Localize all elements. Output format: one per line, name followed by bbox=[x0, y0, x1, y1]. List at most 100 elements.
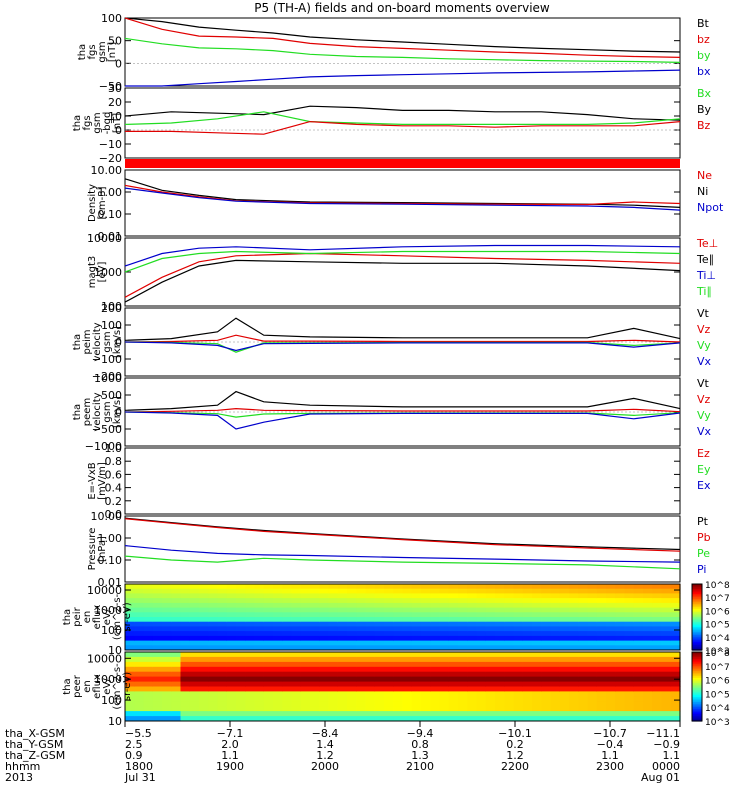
spectrogram-cell bbox=[467, 691, 478, 697]
spectrogram-cell bbox=[208, 617, 219, 623]
x-tick-label: −11.1 bbox=[646, 727, 680, 740]
spectrogram-cell bbox=[439, 701, 450, 707]
spectrogram-cell bbox=[495, 696, 505, 702]
spectrogram-cell bbox=[217, 584, 228, 590]
spectrogram-cell bbox=[291, 588, 302, 594]
spectrogram-cell bbox=[587, 652, 598, 658]
spectrogram-cell bbox=[606, 652, 616, 658]
spectrogram-cell bbox=[384, 656, 394, 663]
spectrogram-cell bbox=[337, 696, 348, 702]
spectrogram-cell bbox=[337, 676, 348, 682]
spectrogram-cell bbox=[661, 584, 672, 590]
spectrogram-cell bbox=[125, 593, 135, 599]
spectrogram-cell bbox=[569, 676, 579, 682]
spectrogram-cell bbox=[328, 711, 339, 717]
spectrogram-cell bbox=[559, 621, 570, 627]
spectrogram-cell bbox=[448, 607, 459, 613]
spectrogram-cell bbox=[356, 686, 367, 692]
spectrogram-cell bbox=[393, 645, 404, 651]
spectrogram-cell bbox=[236, 612, 246, 618]
spectrogram-cell bbox=[384, 635, 394, 642]
spectrogram-cell bbox=[208, 607, 219, 613]
spectrogram-cell bbox=[615, 671, 626, 678]
y-tick-label: 10 bbox=[108, 110, 122, 123]
spectrogram-cell bbox=[125, 671, 135, 678]
spectrogram-cell bbox=[152, 666, 163, 673]
spectrogram-cell bbox=[559, 612, 570, 618]
spectrogram-cell bbox=[152, 652, 163, 658]
y-axis-label: [mV/m] bbox=[97, 462, 108, 500]
spectrogram-cell bbox=[578, 602, 589, 609]
spectrogram-cell bbox=[643, 612, 653, 618]
spectrogram-cell bbox=[541, 666, 552, 673]
spectrogram-cell bbox=[467, 631, 478, 637]
spectrogram-cell bbox=[522, 661, 533, 668]
spectrogram-cell bbox=[467, 706, 478, 712]
spectrogram-cell bbox=[374, 691, 385, 697]
spectrogram-cell bbox=[624, 661, 635, 668]
spectrogram-cell bbox=[125, 584, 135, 590]
spectrogram-cell bbox=[180, 621, 191, 627]
spectrogram-cell bbox=[337, 666, 348, 673]
spectrogram-cell bbox=[384, 686, 394, 692]
y-tick-label: 0 bbox=[115, 406, 122, 419]
spectrogram-cell bbox=[402, 645, 413, 651]
spectrogram-cell bbox=[495, 716, 505, 722]
spectrogram-cell bbox=[569, 666, 579, 673]
spectrogram-cell bbox=[504, 588, 515, 594]
spectrogram-cell bbox=[143, 681, 154, 687]
spectrogram-cell bbox=[633, 676, 644, 682]
y-axis-label: tha bbox=[77, 44, 88, 60]
spectrogram-cell bbox=[411, 681, 422, 687]
spectrogram-cell bbox=[319, 686, 330, 692]
spectrogram-cell bbox=[134, 696, 145, 702]
spectrogram-cell bbox=[633, 640, 644, 646]
spectrogram-cell bbox=[236, 640, 246, 646]
spectrogram-cell bbox=[615, 711, 626, 717]
spectrogram-cell bbox=[282, 617, 293, 623]
spectrogram-cell bbox=[643, 626, 653, 632]
spectrogram-cell bbox=[291, 681, 302, 687]
y-tick-label: 1.00 bbox=[98, 186, 123, 199]
series-line-Pt bbox=[124, 517, 681, 551]
spectrogram-cell bbox=[430, 671, 441, 678]
spectrogram-cell bbox=[661, 640, 672, 646]
spectrogram-cell bbox=[134, 598, 145, 604]
spectrogram-cell bbox=[365, 612, 376, 618]
spectrogram-cell bbox=[273, 626, 283, 632]
spectrogram-cell bbox=[513, 593, 524, 599]
spectrogram-cell bbox=[606, 612, 616, 618]
spectrogram-cell bbox=[596, 593, 607, 599]
spectrogram-cell bbox=[569, 661, 579, 668]
spectrogram-cell bbox=[485, 598, 496, 604]
spectrogram-cell bbox=[430, 593, 441, 599]
series-line-Ni bbox=[124, 184, 681, 206]
spectrogram-cell bbox=[374, 671, 385, 678]
spectrogram-cell bbox=[596, 607, 607, 613]
spectrogram-cell bbox=[643, 716, 653, 722]
spectrogram-cell bbox=[550, 621, 561, 627]
spectrogram-cell bbox=[633, 635, 644, 642]
y-tick-label: 100 bbox=[101, 319, 122, 332]
spectrogram-cell bbox=[652, 661, 663, 668]
y-axis-label: peir bbox=[72, 606, 83, 626]
spectrogram-cell bbox=[670, 626, 681, 632]
spectrogram-cell bbox=[513, 711, 524, 717]
spectrogram-cell bbox=[143, 701, 154, 707]
spectrogram-cell bbox=[310, 631, 320, 637]
spectrogram-cell bbox=[162, 671, 172, 678]
spectrogram-cell bbox=[652, 666, 663, 673]
spectrogram-cell bbox=[300, 716, 311, 722]
spectrogram-cell bbox=[263, 656, 274, 663]
colorbar-segment bbox=[692, 665, 702, 669]
spectrogram-cell bbox=[125, 716, 135, 722]
spectrogram-cell bbox=[550, 666, 561, 673]
spectrogram-cell bbox=[291, 626, 302, 632]
series-line-By bbox=[124, 111, 681, 126]
spectrogram-cell bbox=[624, 711, 635, 717]
spectrogram-cell bbox=[550, 598, 561, 604]
spectrogram-cell bbox=[189, 711, 200, 717]
spectrogram-cell bbox=[587, 640, 598, 646]
spectrogram-cell bbox=[633, 652, 644, 658]
spectrogram-cell bbox=[411, 635, 422, 642]
